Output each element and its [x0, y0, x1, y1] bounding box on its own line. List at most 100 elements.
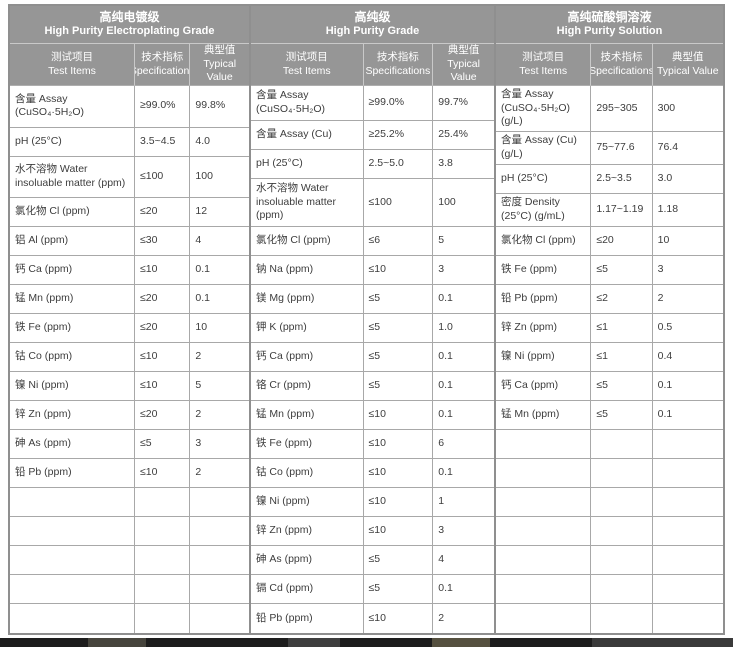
table-row: 氯化物 Cl (ppm) ≤20 10: [496, 227, 723, 257]
value-cell: 0.1: [190, 285, 249, 314]
empty-cell: [10, 488, 135, 517]
value-cell: 0.1: [652, 372, 723, 402]
column-header-zh: 典型值: [203, 44, 236, 57]
value-cell: 76.4: [652, 132, 723, 166]
spec-cell: ≤10: [363, 401, 434, 431]
section-title-zh: 高纯电镀级: [99, 10, 160, 25]
table-row: 砷 As (ppm) ≤5 3: [10, 430, 249, 459]
table-row: 铁 Fe (ppm) ≤10 6: [251, 430, 494, 460]
table-row: 铅 Pb (ppm) ≤10 2: [10, 459, 249, 488]
empty-cell: [496, 546, 592, 576]
spec-cell: ≤100: [363, 178, 434, 228]
table-row: pH (25°C) 3.5~4.5 4.0: [10, 127, 249, 157]
spec-cell: ≤10: [363, 488, 434, 518]
spec-cell: 2.5~5.0: [363, 149, 434, 179]
empty-cell: [652, 575, 723, 605]
column-header-zh: 技术指标: [141, 50, 184, 63]
spec-cell: ≤1: [591, 343, 653, 373]
column-header-cell: 测试项目 Test Items: [251, 44, 364, 86]
item-cell: 锰 Mn (ppm): [496, 401, 592, 431]
empty-cell: [591, 575, 653, 605]
empty-cell: [190, 604, 249, 633]
item-cell: 钙 Ca (ppm): [10, 256, 135, 285]
table-row: 砷 As (ppm) ≤5 4: [251, 546, 494, 576]
table-row: 钴 Co (ppm) ≤10 0.1: [251, 459, 494, 489]
spec-cell: ≤5: [363, 343, 434, 373]
item-cell: 水不溶物 Water insoluable matter (ppm): [10, 156, 135, 198]
value-cell: 2: [190, 343, 249, 372]
table-row: 钙 Ca (ppm) ≤10 0.1: [10, 256, 249, 285]
item-cell: 镁 Mg (ppm): [251, 285, 364, 315]
item-cell: 砷 As (ppm): [10, 430, 135, 459]
empty-cell: [591, 517, 653, 547]
section-title-en: High Purity Solution: [556, 25, 663, 38]
value-cell: 100: [190, 157, 249, 198]
item-cell: 含量 Assay (CuSO₄·5H₂O): [10, 86, 135, 128]
table-row: 钠 Na (ppm) ≤10 3: [251, 256, 494, 286]
item-cell: 镍 Ni (ppm): [251, 488, 364, 518]
table-row: 氯化物 Cl (ppm) ≤20 12: [10, 198, 249, 227]
table-row: 铁 Fe (ppm) ≤5 3: [496, 256, 723, 286]
column-header-cell: 典型值 Typical Value: [190, 44, 249, 86]
spec-cell: ≥99.0%: [134, 86, 191, 128]
empty-cell: [134, 488, 191, 517]
value-cell: 1.18: [652, 194, 723, 228]
column-header-en: Typical Value: [447, 57, 480, 84]
empty-row: [10, 488, 249, 517]
item-cell: 含量 Assay (CuSO₄·5H₂O) (g/L): [496, 86, 592, 133]
column-header-zh: 测试项目: [522, 50, 565, 63]
spec-cell: ≤5: [363, 314, 434, 344]
empty-cell: [496, 459, 592, 489]
item-cell: pH (25°C): [496, 165, 592, 195]
spec-cell: ≤10: [134, 459, 191, 488]
column-header-zh: 测试项目: [50, 50, 93, 63]
spec-cell: ≤5: [591, 401, 653, 431]
table-row: pH (25°C) 2.5~3.5 3.0: [496, 165, 723, 195]
spec-cell: 295~305: [591, 86, 653, 133]
item-cell: 钴 Co (ppm): [10, 343, 135, 372]
column-header-zh: 技术指标: [376, 50, 419, 63]
value-cell: 100: [433, 179, 494, 228]
spec-cell: ≤5: [363, 575, 434, 605]
spec-cell: 75~77.6: [591, 132, 653, 166]
section-title-en: High Purity Grade: [325, 25, 420, 38]
empty-cell: [496, 575, 592, 605]
value-cell: 12: [190, 198, 249, 227]
empty-row: [496, 575, 723, 605]
item-cell: 氯化物 Cl (ppm): [496, 227, 592, 257]
empty-row: [496, 459, 723, 489]
item-cell: 含量 Assay (Cu): [251, 120, 364, 150]
item-cell: 铁 Fe (ppm): [496, 256, 592, 286]
table-row: 含量 Assay (Cu) (g/L) 75~77.6 76.4: [496, 132, 723, 166]
spec-cell: ≤20: [591, 227, 653, 257]
value-cell: 4: [433, 546, 494, 576]
item-cell: 钴 Co (ppm): [251, 459, 364, 489]
column-header-cell: 测试项目 Test Items: [496, 44, 592, 86]
spec-cell: 3.5~4.5: [134, 127, 191, 157]
column-header-en: Specifications: [591, 64, 653, 77]
item-cell: 密度 Density (25°C) (g/mL): [496, 194, 592, 228]
value-cell: 2: [190, 459, 249, 488]
item-cell: 氯化物 Cl (ppm): [251, 227, 364, 257]
column-header-en: Test Items: [519, 64, 568, 77]
value-cell: 99.8%: [190, 86, 249, 128]
item-cell: 镍 Ni (ppm): [496, 343, 592, 373]
empty-row: [496, 488, 723, 518]
value-cell: 3: [190, 430, 249, 459]
empty-cell: [190, 517, 249, 546]
section-3: 高纯硫酸铜溶液 High Purity Solution 测试项目 Test Item…: [496, 6, 723, 634]
value-cell: 0.4: [652, 343, 723, 373]
empty-cell: [652, 488, 723, 518]
value-cell: 3: [652, 256, 723, 286]
column-header-en: Typical Value: [203, 57, 237, 84]
item-cell: 锰 Mn (ppm): [10, 285, 135, 314]
table-row: 钾 K (ppm) ≤5 1.0: [251, 314, 494, 344]
table-row: 铅 Pb (ppm) ≤10 2: [251, 604, 494, 634]
table-row: 钴 Co (ppm) ≤10 2: [10, 343, 249, 372]
strip-patch: [288, 638, 340, 647]
value-cell: 0.1: [433, 372, 494, 402]
value-cell: 1.0: [433, 314, 494, 344]
table-row: 含量 Assay (Cu) ≥25.2% 25.4%: [251, 120, 494, 150]
value-cell: 1: [433, 488, 494, 518]
